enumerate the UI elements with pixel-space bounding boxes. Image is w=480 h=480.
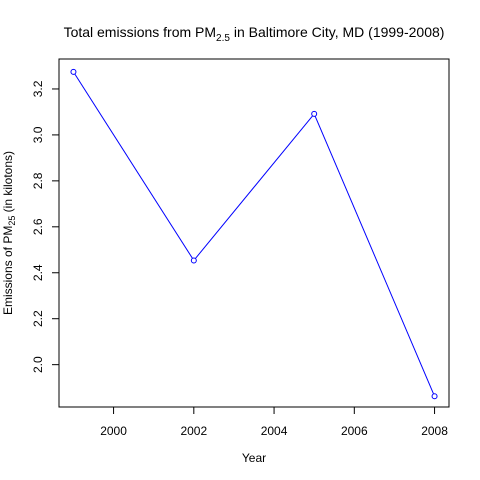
plot-frame — [58, 58, 450, 408]
y-tick-label: 2.2 — [31, 310, 45, 327]
data-point — [70, 68, 77, 75]
x-axis: 2000 2002 2004 2006 2008 — [100, 407, 448, 438]
y-tick-label: 2.6 — [31, 218, 45, 235]
series-segment — [73, 71, 195, 261]
series-segment — [313, 113, 436, 397]
y-tick-label: 2.8 — [31, 172, 45, 189]
y-axis-label: Emissions of PM25 (in kilotons) — [1, 151, 17, 315]
x-tick-label: 2006 — [341, 424, 368, 438]
x-axis-label: Year — [242, 451, 266, 465]
chart-title-prefix: Total emissions from PM — [64, 24, 216, 40]
x-tick-label: 2002 — [180, 424, 207, 438]
y-axis-label-suffix: (in kilotons) — [1, 151, 15, 216]
series-segment — [193, 113, 315, 261]
series-layer — [70, 68, 438, 400]
y-axis-label-subscript: 25 — [7, 216, 17, 226]
chart-title-subscript: 2.5 — [216, 33, 230, 44]
y-tick-label: 3.0 — [31, 126, 45, 143]
chart-title: Total emissions from PM2.5 in Baltimore … — [64, 24, 445, 44]
data-point — [431, 393, 438, 400]
y-tick-label: 3.2 — [31, 80, 45, 97]
x-tick-label: 2008 — [421, 424, 448, 438]
y-axis: 2.0 2.2 2.4 2.6 2.8 3.0 3.2 — [31, 80, 59, 373]
y-tick-label: 2.4 — [31, 264, 45, 281]
data-point — [311, 110, 318, 117]
y-tick-label: 2.0 — [31, 356, 45, 373]
x-tick-label: 2004 — [261, 424, 288, 438]
data-point — [190, 257, 197, 264]
x-tick-label: 2000 — [100, 424, 127, 438]
y-axis-label-prefix: Emissions of PM — [1, 226, 15, 315]
chart-title-suffix: in Baltimore City, MD (1999-2008) — [230, 24, 444, 40]
